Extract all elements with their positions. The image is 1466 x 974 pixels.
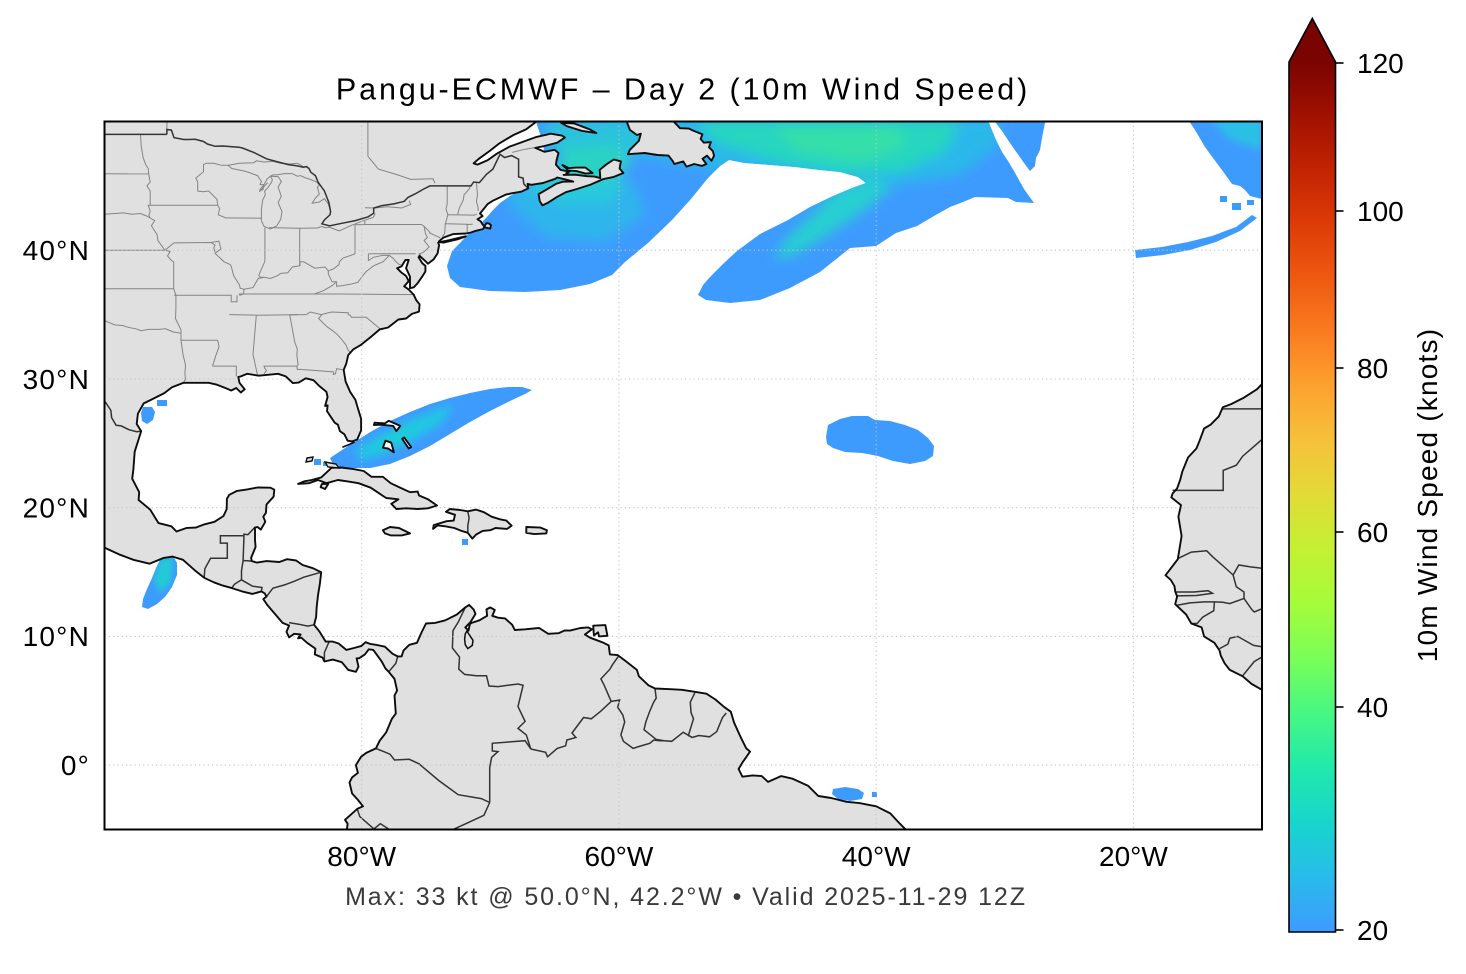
- svg-text:20°W: 20°W: [1099, 841, 1168, 872]
- svg-text:120: 120: [1357, 48, 1404, 79]
- svg-text:10°N: 10°N: [23, 621, 90, 652]
- svg-text:40°N: 40°N: [23, 235, 90, 266]
- svg-text:Max: 33 kt @ 50.0°N, 42.2°W •: Max: 33 kt @ 50.0°N, 42.2°W • Valid 2025…: [345, 883, 1027, 911]
- svg-text:10m Wind Speed (knots): 10m Wind Speed (knots): [1412, 328, 1443, 663]
- svg-text:0°: 0°: [61, 750, 90, 781]
- svg-text:30°N: 30°N: [23, 364, 90, 395]
- svg-text:80: 80: [1357, 353, 1388, 384]
- svg-text:60: 60: [1357, 517, 1388, 548]
- svg-text:40: 40: [1357, 692, 1388, 723]
- svg-text:20: 20: [1357, 915, 1388, 946]
- svg-text:100: 100: [1357, 196, 1404, 227]
- svg-text:40°W: 40°W: [842, 841, 911, 872]
- svg-text:60°W: 60°W: [585, 841, 654, 872]
- svg-text:Pangu-ECMWF – Day 2 (10m Wind: Pangu-ECMWF – Day 2 (10m Wind Speed): [336, 73, 1030, 107]
- svg-text:20°N: 20°N: [23, 493, 90, 524]
- svg-text:80°W: 80°W: [327, 841, 396, 872]
